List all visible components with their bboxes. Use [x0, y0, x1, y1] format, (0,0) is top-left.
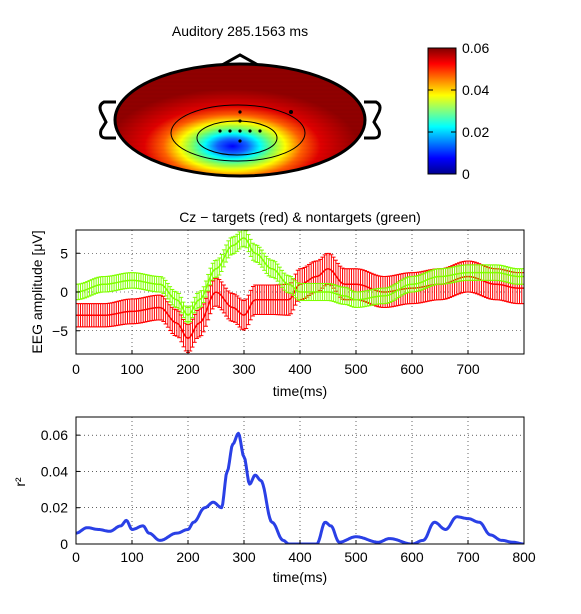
x-tick-label: 500	[344, 361, 368, 377]
x-tick-label: 800	[512, 549, 536, 565]
y-tick-label: 0.02	[41, 500, 68, 516]
y-tick-label: 5	[60, 245, 68, 261]
x-tick-label: 700	[456, 361, 480, 377]
x-tick-label: 700	[456, 549, 480, 565]
x-tick-label: 300	[232, 361, 256, 377]
eeg-series-1	[76, 230, 524, 324]
contour-inner	[196, 120, 278, 156]
x-tick-label: 300	[232, 549, 256, 565]
r2-ylabel: r²	[12, 477, 28, 487]
colorbar-tick-label: 0.04	[462, 82, 489, 98]
x-tick-label: 400	[288, 361, 312, 377]
r2-series	[76, 431, 524, 544]
head-left-ear	[98, 100, 116, 140]
y-tick-label: 0.06	[41, 427, 68, 443]
electrode	[248, 129, 252, 133]
colorbar-gradient	[427, 47, 457, 175]
topoplot-texture	[115, 65, 365, 175]
eeg-series	[76, 230, 524, 353]
x-tick-label: 200	[176, 361, 200, 377]
series-line	[76, 236, 524, 317]
x-tick-label: 100	[120, 361, 144, 377]
r2-xlabel: time(ms)	[273, 569, 327, 585]
x-tick-label: 200	[176, 549, 200, 565]
y-tick-label: −5	[52, 323, 68, 339]
electrode	[238, 139, 242, 143]
head-right-ear	[364, 100, 382, 140]
electrode	[218, 129, 222, 133]
topoplot-title: Auditory 285.1563 ms	[172, 23, 308, 39]
eeg-plot-title: Cz − targets (red) & nontargets (green)	[179, 209, 421, 225]
x-tick-label: 400	[288, 549, 312, 565]
topoplot: Auditory 285.1563 ms	[98, 23, 382, 178]
electrode	[238, 119, 242, 123]
head-outline	[113, 62, 367, 178]
colorbar: 0.06 0.04 0.02 0	[427, 40, 489, 182]
electrode	[238, 129, 242, 133]
contour-outer	[170, 104, 306, 162]
eeg-plot: Cz − targets (red) & nontargets (green) …	[29, 209, 525, 399]
x-tick-label: 100	[120, 549, 144, 565]
x-tick-label: 600	[400, 549, 424, 565]
electrode	[228, 129, 232, 133]
y-tick-label: 0	[60, 536, 68, 552]
electrode	[238, 110, 242, 114]
eeg-ticks: 0 100 200 300 400 500 600 700 5 0 −5	[52, 245, 480, 377]
x-tick-label: 600	[400, 361, 424, 377]
y-tick-label: 0.04	[41, 463, 68, 479]
y-tick-label: 0	[60, 284, 68, 300]
r2-plot: 0 100 200 300 400 500 600 700 800 0.06 0.04 0.02 0 t…	[12, 416, 536, 585]
electrode-markers	[218, 110, 293, 143]
head-nose	[221, 53, 259, 67]
x-tick-label: 500	[344, 549, 368, 565]
r2-series-line	[76, 431, 524, 544]
electrode	[289, 110, 293, 114]
x-tick-label: 0	[72, 361, 80, 377]
colorbar-tick-label: 0.02	[462, 124, 489, 140]
colorbar-tick-label: 0.06	[462, 40, 489, 56]
eeg-ylabel: EEG amplitude [μV]	[29, 230, 45, 353]
electrode	[258, 129, 262, 133]
eeg-xlabel: time(ms)	[273, 383, 327, 399]
colorbar-tick-label: 0	[462, 166, 470, 182]
x-tick-label: 0	[72, 549, 80, 565]
r2-ticks: 0 100 200 300 400 500 600 700 800 0.06 0.04 0.02 0	[41, 427, 536, 565]
